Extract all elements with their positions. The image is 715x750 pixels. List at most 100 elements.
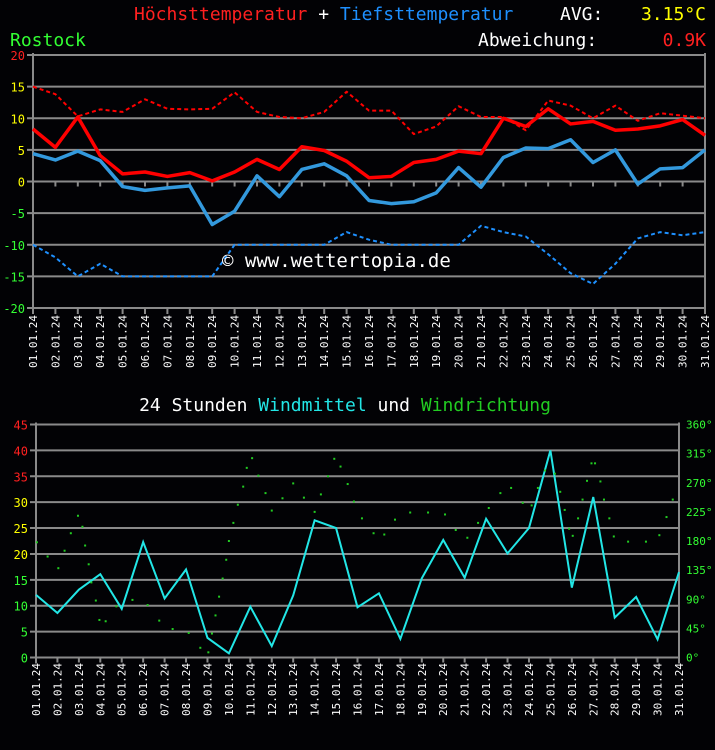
x-tick-label: 16.01.24 <box>363 315 376 368</box>
y-tick-label: 5 <box>21 626 28 640</box>
wind-direction-point <box>69 532 72 535</box>
x-tick-label: 15.01.24 <box>330 663 343 716</box>
x-tick-label: 10.01.24 <box>223 663 236 716</box>
x-tick-label: 08.01.24 <box>180 663 193 716</box>
x-tick-label: 01.01.24 <box>27 315 40 368</box>
title-plus: + <box>307 4 340 25</box>
wind-direction-point <box>218 595 221 598</box>
wind-direction-point <box>236 503 239 506</box>
x-tick-label: 23.01.24 <box>520 315 533 368</box>
y-tick-label: 0 <box>21 652 28 666</box>
x-tick-label: 02.01.24 <box>51 663 64 716</box>
wind-title-windrichtung: Windrichtung <box>421 395 551 416</box>
x-tick-label: 12.01.24 <box>266 663 279 716</box>
wind-direction-point <box>599 480 602 483</box>
wind-direction-point <box>214 614 217 617</box>
wind-direction-point <box>454 528 457 531</box>
wind-direction-point <box>559 490 562 493</box>
y2-tick-label: 225° <box>686 506 713 519</box>
y2-tick-label: 270° <box>686 477 713 490</box>
wind-direction-point <box>210 632 213 635</box>
x-tick-label: 13.01.24 <box>287 663 300 716</box>
wind-direction-point <box>227 540 230 542</box>
wind-direction-point <box>327 475 330 478</box>
x-tick-label: 04.01.24 <box>94 663 107 716</box>
y-tick-label: -5 <box>11 207 25 221</box>
x-tick-label: 07.01.24 <box>161 315 174 368</box>
x-tick-label: 20.01.24 <box>437 663 450 716</box>
x-tick-label: 16.01.24 <box>352 663 365 716</box>
wind-direction-point <box>63 549 66 552</box>
avg-label: AVG: <box>560 4 603 25</box>
x-tick-label: 05.01.24 <box>117 315 130 368</box>
wind-direction-point <box>115 605 118 608</box>
x-tick-label: 24.01.24 <box>542 315 555 368</box>
wind-direction-point <box>339 465 342 468</box>
wind-direction-point <box>586 479 589 482</box>
wind-direction-point <box>245 466 248 469</box>
x-tick-label: 11.01.24 <box>244 663 257 716</box>
wind-direction-point <box>352 500 355 503</box>
wind-direction-point <box>594 462 597 465</box>
x-tick-label: 29.01.24 <box>630 663 643 716</box>
x-tick-label: 09.01.24 <box>201 663 214 716</box>
wind-direction-point <box>477 521 480 524</box>
x-tick-label: 13.01.24 <box>296 315 309 368</box>
y-tick-label: 10 <box>11 112 25 126</box>
wind-direction-point <box>372 532 375 535</box>
wind-direction-point <box>444 513 447 516</box>
y-tick-label: -10 <box>3 239 25 253</box>
y-tick-label: 20 <box>14 548 28 562</box>
x-tick-label: 21.01.24 <box>475 315 488 368</box>
wind-chart-title: 24 Stunden Windmittel und Windrichtung <box>139 395 551 416</box>
x-tick-label: 18.01.24 <box>394 663 407 716</box>
wind-direction-point <box>333 457 336 460</box>
x-tick-label: 30.01.24 <box>677 315 690 368</box>
wind-direction-point <box>199 646 202 649</box>
wind-direction-point <box>251 457 254 460</box>
x-tick-label: 07.01.24 <box>159 663 172 716</box>
x-tick-label: 14.01.24 <box>309 663 322 716</box>
x-tick-label: 15.01.24 <box>341 315 354 368</box>
x-tick-label: 26.01.24 <box>587 315 600 368</box>
x-tick-label: 17.01.24 <box>373 663 386 716</box>
wind-direction-point <box>94 599 97 602</box>
wind-direction-point <box>158 619 161 622</box>
title-max: Höchsttemperatur <box>134 4 308 25</box>
wind-direction-point <box>383 533 386 536</box>
y-tick-label: 45 <box>14 419 28 433</box>
wind-direction-point <box>187 631 190 634</box>
y2-tick-label: 315° <box>686 448 713 461</box>
y2-tick-label: 0° <box>686 652 699 665</box>
y2-tick-label: 135° <box>686 564 713 577</box>
wind-direction-point <box>577 517 580 520</box>
wind-title-part: 24 Stunden <box>139 395 258 416</box>
y-tick-label: 15 <box>14 574 28 588</box>
x-tick-label: 01.01.24 <box>30 663 43 716</box>
x-tick-label: 31.01.24 <box>699 315 712 368</box>
wind-direction-point <box>292 482 295 485</box>
wind-direction-point <box>499 492 502 495</box>
wind-direction-point <box>510 486 513 489</box>
wind-direction-point <box>409 511 412 514</box>
wind-direction-point <box>270 509 273 512</box>
wind-direction-point <box>87 563 90 566</box>
watermark: © www.wettertopia.de <box>222 250 451 272</box>
header-title: Höchsttemperatur + Tiefsttemperatur <box>134 4 513 25</box>
x-tick-label: 18.01.24 <box>408 315 421 368</box>
x-tick-label: 04.01.24 <box>94 315 107 368</box>
x-tick-label: 23.01.24 <box>502 663 515 716</box>
deviation-value: 0.9K <box>663 30 707 51</box>
wind-title-part: und <box>367 395 421 416</box>
y-tick-label: 10 <box>14 600 28 614</box>
y-tick-label: 0 <box>18 176 25 190</box>
y-tick-label: -15 <box>3 270 25 284</box>
wind-direction-point <box>171 628 174 631</box>
wind-direction-point <box>427 511 430 514</box>
y-tick-label: 35 <box>14 470 28 484</box>
x-tick-label: 21.01.24 <box>459 663 472 716</box>
wind-direction-point <box>346 483 349 486</box>
y-tick-label: 25 <box>14 522 28 536</box>
wind-direction-point <box>602 498 605 501</box>
